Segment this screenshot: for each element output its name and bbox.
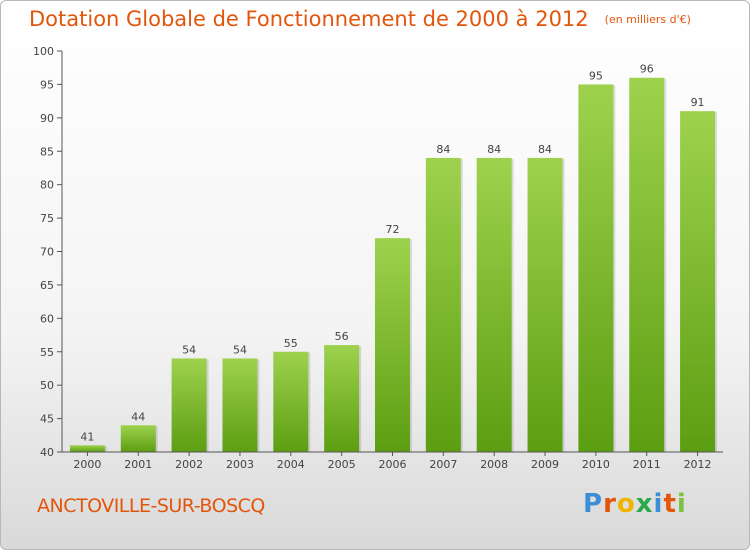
x-tick-label: 2001 [124,458,152,471]
proxiti-logo: Proxiti [583,489,687,519]
bar [680,111,716,453]
x-tick-label: 2008 [480,458,508,471]
logo-letter: P [583,489,604,519]
bar-value-label: 54 [182,343,196,356]
y-tick-label: 95 [40,78,54,91]
x-tick-label: 2009 [531,458,559,471]
y-tick-label: 65 [40,279,54,292]
x-tick-label: 2012 [684,458,712,471]
x-tick-label: 2007 [429,458,457,471]
y-tick-label: 75 [40,212,54,225]
bar-value-label: 54 [233,343,247,356]
bar [171,358,207,452]
bar [324,345,360,452]
x-tick-label: 2005 [328,458,356,471]
y-tick-label: 40 [40,446,54,459]
logo-letter: r [603,489,617,519]
y-tick-label: 100 [33,45,54,58]
logo-letter: i [653,489,664,519]
logo-letter: i [676,489,687,519]
x-tick-label: 2011 [633,458,661,471]
bar [527,157,563,452]
x-tick-label: 2004 [277,458,305,471]
bar [222,358,258,452]
bar [120,425,156,452]
y-tick-label: 80 [40,179,54,192]
bar-value-label: 91 [691,96,705,109]
bar-value-label: 56 [335,330,349,343]
bar [273,351,309,452]
bar-value-label: 95 [589,69,603,82]
chart-title-main: Dotation Globale de Fonctionnement de 20… [29,7,589,31]
bar-value-label: 84 [487,143,501,156]
y-tick-label: 60 [40,312,54,325]
y-tick-label: 55 [40,346,54,359]
bar-value-label: 84 [436,143,450,156]
x-tick-label: 2003 [226,458,254,471]
bar-value-label: 96 [640,63,654,76]
y-tick-label: 70 [40,246,54,259]
y-tick-label: 45 [40,413,54,426]
logo-letter: x [635,489,654,519]
bar [425,157,461,452]
bar [476,157,512,452]
bar-value-label: 44 [131,410,145,423]
axes: 2000 2001 2002 2003 2004 2005 2006 2007 2008 2009… [33,45,723,471]
bar-value-label: 55 [284,337,298,350]
chart-title: Dotation Globale de Fonctionnement de 20… [29,7,691,31]
logo-letter: o [616,489,636,519]
y-tick-label: 50 [40,379,54,392]
bar [578,84,614,453]
commune-name: ANCTOVILLE-SUR-BOSCQ [37,495,265,517]
x-tick-label: 2010 [582,458,610,471]
bar [375,238,410,452]
bars-layer: 41 44 54 54 55 56 72 84 84 84 95 96 91 [69,63,718,453]
bar [69,445,105,452]
logo-letter: t [663,489,677,519]
x-tick-label: 2000 [73,458,101,471]
x-tick-label: 2002 [175,458,203,471]
y-tick-label: 90 [40,112,54,125]
bar-value-label: 84 [538,143,552,156]
bar-value-label: 41 [80,430,94,443]
bar-value-label: 72 [386,223,400,236]
x-tick-label: 2006 [379,458,407,471]
bar [629,77,665,452]
y-tick-label: 85 [40,145,54,158]
chart-title-unit: (en milliers d'€) [604,13,691,26]
